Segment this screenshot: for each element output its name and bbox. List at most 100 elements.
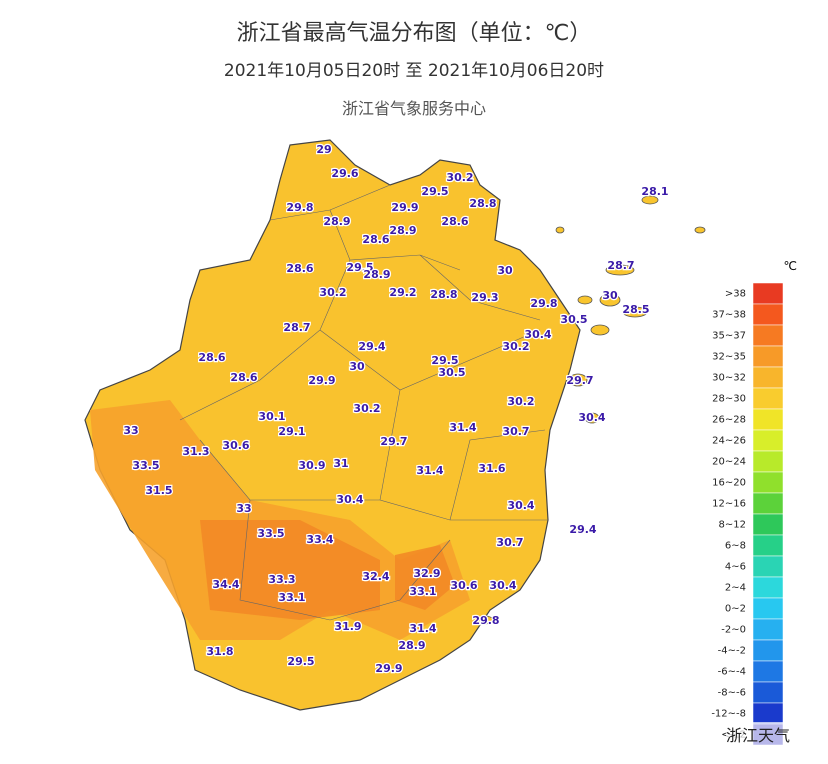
station-value: 31.8 bbox=[206, 645, 233, 658]
station-value: 30.2 bbox=[502, 340, 529, 353]
legend-label: -6~-4 bbox=[718, 667, 746, 678]
legend-label: 16~20 bbox=[712, 478, 746, 489]
station-value: 33.4 bbox=[306, 533, 333, 546]
legend-label: 20~24 bbox=[712, 457, 746, 468]
station-value: 31.4 bbox=[416, 464, 443, 477]
legend-swatch bbox=[752, 702, 784, 725]
legend-swatch bbox=[752, 513, 784, 536]
legend-label: >38 bbox=[725, 289, 746, 300]
station-value: 30.2 bbox=[446, 171, 473, 184]
station-value: 28.5 bbox=[622, 303, 649, 316]
legend-swatch bbox=[752, 660, 784, 683]
station-value: 30.4 bbox=[578, 411, 605, 424]
station-value: 30.6 bbox=[222, 439, 249, 452]
station-value: 28.8 bbox=[469, 197, 496, 210]
title: 浙江省最高气温分布图（单位：℃） bbox=[237, 21, 592, 46]
legend-label: 37~38 bbox=[712, 310, 746, 321]
station-value: 29.5 bbox=[346, 261, 373, 274]
station-value: 31.4 bbox=[409, 622, 436, 635]
station-value: 30.5 bbox=[438, 366, 465, 379]
station-value: 34.4 bbox=[212, 578, 239, 591]
county-borders bbox=[179, 184, 548, 621]
station-value: 29.9 bbox=[308, 374, 335, 387]
station-value: 30.4 bbox=[336, 493, 363, 506]
legend-swatch bbox=[752, 429, 784, 452]
station-value: 29.8 bbox=[286, 201, 313, 214]
legend-swatch bbox=[752, 597, 784, 620]
station-value: 30 bbox=[602, 289, 618, 302]
station-value: 29.4 bbox=[569, 523, 596, 536]
legend-label: 24~26 bbox=[712, 436, 746, 447]
station-value: 30 bbox=[497, 264, 513, 277]
legend-label: 28~30 bbox=[712, 394, 746, 405]
legend-swatch bbox=[752, 408, 784, 431]
legend-swatch bbox=[752, 324, 784, 347]
station-value: 28.1 bbox=[641, 185, 668, 198]
station-value: 33 bbox=[236, 502, 251, 515]
organization: 浙江省气象服务中心 bbox=[342, 99, 486, 118]
legend-swatch bbox=[752, 282, 784, 305]
station-value: 33.1 bbox=[409, 585, 436, 598]
station-value: 30.7 bbox=[496, 536, 523, 549]
legend-label: 30~32 bbox=[712, 373, 746, 384]
legend-swatch bbox=[752, 345, 784, 368]
station-value: 28.9 bbox=[398, 639, 425, 652]
station-value: 29.9 bbox=[375, 662, 402, 675]
station-value: 30.4 bbox=[524, 328, 551, 341]
legend-label: -2~0 bbox=[721, 625, 746, 636]
station-value: 30.2 bbox=[319, 286, 346, 299]
station-value: 33.1 bbox=[278, 591, 305, 604]
legend-label: 32~35 bbox=[712, 352, 746, 363]
station-value: 28.6 bbox=[286, 262, 313, 275]
station-value: 28.9 bbox=[323, 215, 350, 228]
station-value: 30.1 bbox=[258, 410, 285, 423]
station-value: 29.3 bbox=[471, 291, 498, 304]
station-value: 28.9 bbox=[363, 268, 390, 281]
legend-swatch bbox=[752, 450, 784, 473]
legend-label: 8~12 bbox=[719, 520, 746, 531]
station-value: 31.6 bbox=[478, 462, 505, 475]
station-value: 30.7 bbox=[502, 425, 529, 438]
station-value: 31.3 bbox=[182, 445, 209, 458]
station-value: 29.8 bbox=[472, 614, 499, 627]
subtitle: 2021年10月05日20时 至 2021年10月06日20时 bbox=[224, 61, 604, 81]
legend-swatch bbox=[752, 555, 784, 578]
station-value: 29.7 bbox=[380, 435, 407, 448]
station-value: 30.2 bbox=[507, 395, 534, 408]
station-value: 30.9 bbox=[298, 459, 325, 472]
legend-swatch bbox=[752, 534, 784, 557]
station-value: 31.9 bbox=[334, 620, 361, 633]
legend-label: -12~-8 bbox=[711, 709, 746, 720]
legend-swatch bbox=[752, 639, 784, 662]
legend-label: -8~-6 bbox=[718, 688, 746, 699]
station-value: 28.7 bbox=[607, 259, 634, 272]
station-value: 29.5 bbox=[421, 185, 448, 198]
legend-swatch bbox=[752, 576, 784, 599]
station-value: 28.8 bbox=[430, 288, 457, 301]
legend-swatch bbox=[752, 681, 784, 704]
legend-swatch bbox=[752, 303, 784, 326]
islands bbox=[476, 195, 706, 625]
station-value: 30.2 bbox=[353, 402, 380, 415]
legend-label: 0~2 bbox=[725, 604, 746, 615]
hot-zone bbox=[395, 545, 455, 610]
station-value: 28.6 bbox=[198, 351, 225, 364]
station-value: 33.3 bbox=[268, 573, 295, 586]
station-value: 28.7 bbox=[283, 321, 310, 334]
station-value: 33 bbox=[123, 424, 138, 437]
legend-swatch bbox=[752, 618, 784, 641]
station-value: 33.5 bbox=[132, 459, 159, 472]
station-value: 28.9 bbox=[389, 224, 416, 237]
legend-swatch bbox=[752, 387, 784, 410]
station-value: 30.6 bbox=[450, 579, 477, 592]
station-value: 29.6 bbox=[331, 167, 358, 180]
station-value: 30.4 bbox=[489, 579, 516, 592]
watermark: 浙江天气 bbox=[726, 722, 791, 746]
station-value: 29.5 bbox=[431, 354, 458, 367]
station-value: 28.6 bbox=[362, 233, 389, 246]
legend-label: 26~28 bbox=[712, 415, 746, 426]
station-value: 30 bbox=[349, 360, 365, 373]
station-value: 29.8 bbox=[530, 297, 557, 310]
